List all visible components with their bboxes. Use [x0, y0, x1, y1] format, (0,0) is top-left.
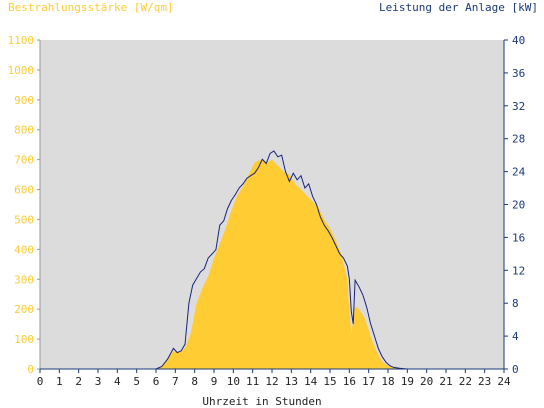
x-tick-label: 22: [459, 375, 472, 388]
left-tick-label: 200: [14, 303, 34, 316]
right-tick-label: 40: [512, 34, 525, 47]
x-tick-label: 8: [191, 375, 198, 388]
x-tick-label: 5: [133, 375, 140, 388]
x-tick-label: 10: [227, 375, 240, 388]
left-tick-label: 300: [14, 273, 34, 286]
x-tick-label: 9: [211, 375, 218, 388]
right-axis-title: Leistung der Anlage [kW]: [379, 1, 538, 14]
x-tick-label: 2: [75, 375, 82, 388]
left-tick-label: 600: [14, 184, 34, 197]
x-tick-label: 23: [478, 375, 491, 388]
right-tick-label: 8: [512, 297, 519, 310]
x-tick-label: 16: [343, 375, 356, 388]
left-tick-label: 400: [14, 243, 34, 256]
x-tick-label: 13: [285, 375, 298, 388]
x-tick-label: 21: [439, 375, 452, 388]
left-tick-label: 500: [14, 213, 34, 226]
right-axis-ticks: 0 4 8 12 16 20 24 28 32 36 40: [504, 34, 526, 376]
x-tick-label: 1: [56, 375, 63, 388]
right-tick-label: 24: [512, 166, 526, 179]
x-tick-label: 24: [497, 375, 511, 388]
right-tick-label: 0: [512, 363, 519, 376]
x-tick-label: 4: [114, 375, 121, 388]
right-tick-label: 12: [512, 264, 525, 277]
x-tick-label: 6: [153, 375, 160, 388]
x-tick-label: 17: [362, 375, 375, 388]
right-tick-label: 28: [512, 133, 525, 146]
x-tick-label: 18: [381, 375, 394, 388]
x-tick-label: 0: [37, 375, 44, 388]
x-tick-label: 11: [246, 375, 259, 388]
x-tick-label: 7: [172, 375, 179, 388]
right-tick-label: 36: [512, 67, 525, 80]
x-tick-label: 12: [265, 375, 278, 388]
x-tick-label: 14: [304, 375, 318, 388]
right-tick-label: 32: [512, 100, 525, 113]
left-tick-label: 800: [14, 124, 34, 137]
x-axis-title: Uhrzeit in Stunden: [202, 395, 321, 408]
left-tick-label: 0: [27, 363, 34, 376]
left-tick-label: 900: [14, 94, 34, 107]
left-axis-ticks: 0 100 200 300 400 500 600 700 800 900 1000 1100: [8, 34, 40, 376]
irradiance-area: [40, 159, 504, 369]
x-tick-label: 15: [323, 375, 336, 388]
left-axis-title: Bestrahlungsstärke [W/qm]: [8, 1, 174, 14]
left-tick-label: 1100: [8, 34, 35, 47]
right-tick-label: 4: [512, 330, 519, 343]
right-tick-label: 16: [512, 231, 525, 244]
left-tick-label: 700: [14, 154, 34, 167]
left-tick-label: 100: [14, 333, 34, 346]
x-axis-ticks: 0 1 2 3 4 5 6 7 8 9 10 11 12 13 14 15 16 17 18 19 20 21 22 23 24: [37, 369, 511, 388]
left-tick-label: 1000: [8, 64, 35, 77]
x-tick-label: 20: [420, 375, 433, 388]
x-tick-label: 3: [95, 375, 102, 388]
power-line: [40, 150, 504, 370]
x-tick-label: 19: [401, 375, 414, 388]
right-tick-label: 20: [512, 199, 525, 212]
